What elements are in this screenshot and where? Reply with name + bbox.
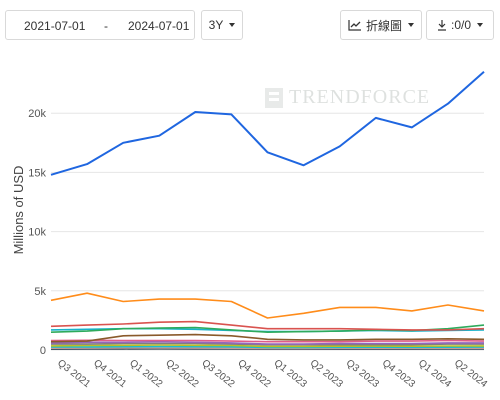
- x-tick-label: Q1 2023: [272, 358, 309, 391]
- x-axis-ticks: Q3 2021 Q4 2021 Q1 2022 Q2 2022 Q3 2022 Q4 20…: [55, 358, 489, 391]
- date-to[interactable]: 2024-07-01: [128, 19, 190, 33]
- y-tick-label: 15k: [28, 167, 46, 179]
- x-tick-label: Q3 2023: [344, 358, 381, 391]
- trendforce-watermark: TRENDFORCE: [265, 86, 430, 109]
- y-tick-label: 20k: [28, 108, 46, 120]
- x-tick-label: Q3 2021: [55, 358, 92, 391]
- watermark-text: TRENDFORCE: [289, 86, 431, 108]
- x-tick-label: Q1 2022: [127, 358, 164, 391]
- series-line[interactable]: [50, 333, 485, 343]
- download-icon: [437, 20, 446, 31]
- range-label: 3Y: [208, 18, 224, 32]
- x-tick-label: Q2 2023: [308, 358, 345, 391]
- y-tick-label: 0: [40, 345, 46, 357]
- series-line[interactable]: [50, 344, 485, 348]
- series-line[interactable]: [50, 320, 485, 331]
- download-button[interactable]: :0/0: [426, 10, 494, 40]
- chevron-down-icon: [229, 23, 236, 27]
- x-tick-label: Q4 2022: [236, 358, 273, 391]
- line-chart-icon: [348, 20, 361, 31]
- chevron-down-icon: [408, 23, 414, 27]
- download-label: :0/0: [450, 18, 471, 32]
- chart-type-button[interactable]: 折線圖: [340, 10, 422, 40]
- y-tick-label: 5k: [34, 286, 46, 298]
- x-tick-label: Q4 2021: [91, 358, 128, 391]
- x-tick-label: Q3 2022: [199, 358, 236, 391]
- y-axis-label: Millions of USD: [11, 166, 26, 255]
- x-tick-label: Q1 2024: [416, 358, 453, 391]
- series-line[interactable]: [50, 340, 484, 345]
- series-lines: [50, 71, 485, 350]
- series-line[interactable]: [50, 345, 485, 349]
- date-separator: -: [104, 19, 108, 33]
- trendforce-logo-icon: [265, 87, 283, 108]
- y-tick-label: 10k: [28, 227, 46, 239]
- range-select-button[interactable]: 3Y: [201, 10, 243, 40]
- series-line[interactable]: [50, 71, 485, 176]
- y-axis-ticks: 0 5k 10k 15k 20k: [28, 108, 46, 357]
- series-line[interactable]: [50, 292, 485, 319]
- x-tick-label: Q2 2022: [163, 358, 200, 391]
- series-line[interactable]: [50, 347, 484, 350]
- date-from[interactable]: 2021-07-01: [24, 19, 86, 33]
- x-tick-label: Q4 2023: [380, 358, 417, 391]
- series-line[interactable]: [50, 339, 485, 343]
- chart-type-label: 折線圖: [365, 18, 402, 33]
- grid-lines: [51, 112, 484, 351]
- chevron-down-icon: [477, 23, 483, 27]
- toolbar: 2021-07-01 - 2024-07-01 3Y 折線圖 :0/0: [0, 0, 500, 44]
- date-range-picker[interactable]: 2021-07-01 - 2024-07-01: [5, 10, 195, 40]
- x-tick-label: Q2 2024: [452, 358, 489, 391]
